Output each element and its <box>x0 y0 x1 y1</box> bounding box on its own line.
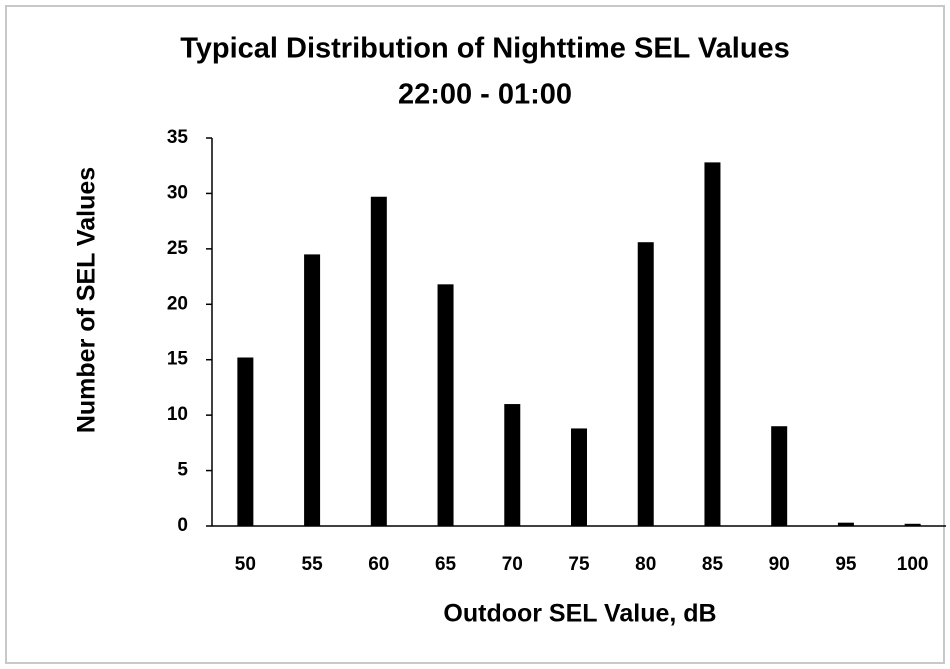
y-tick-label: 15 <box>167 349 189 370</box>
bar <box>504 404 521 526</box>
x-tick-label: 70 <box>502 554 523 575</box>
bar <box>304 254 321 526</box>
bar <box>571 428 587 526</box>
bar <box>704 162 721 527</box>
y-axis-title: Number of SEL Values <box>73 167 101 433</box>
y-tick-label: 30 <box>167 182 188 203</box>
y-tick-label: 10 <box>167 404 188 425</box>
bar <box>237 357 254 526</box>
x-tick-label: 60 <box>368 554 389 575</box>
bar <box>437 284 454 526</box>
y-tick-label: 25 <box>167 238 189 259</box>
y-tick-label: 20 <box>167 293 188 314</box>
bar <box>837 522 854 526</box>
bar <box>637 242 654 526</box>
x-tick-label: 65 <box>435 554 457 575</box>
bar <box>370 196 387 527</box>
frame <box>5 5 945 664</box>
y-tick-label: 5 <box>177 460 188 481</box>
y-tick-label: 0 <box>177 515 188 536</box>
y-tick-label: 35 <box>167 127 189 148</box>
x-tick-label: 90 <box>769 554 790 575</box>
x-tick-label: 50 <box>235 554 256 575</box>
x-axis-title: Outdoor SEL Value, dB <box>443 600 716 628</box>
x-tick-label: 100 <box>897 554 929 575</box>
x-tick-label: 55 <box>302 554 324 575</box>
x-tick-label: 85 <box>702 554 724 575</box>
chart-subtitle: 22:00 - 01:00 <box>398 79 572 111</box>
bar <box>904 523 921 526</box>
x-tick-label: 75 <box>568 554 590 575</box>
x-tick-label: 95 <box>835 554 857 575</box>
x-tick-label: 80 <box>635 554 656 575</box>
bar <box>771 426 788 526</box>
chart-title: Typical Distribution of Nighttime SEL Va… <box>180 33 790 65</box>
